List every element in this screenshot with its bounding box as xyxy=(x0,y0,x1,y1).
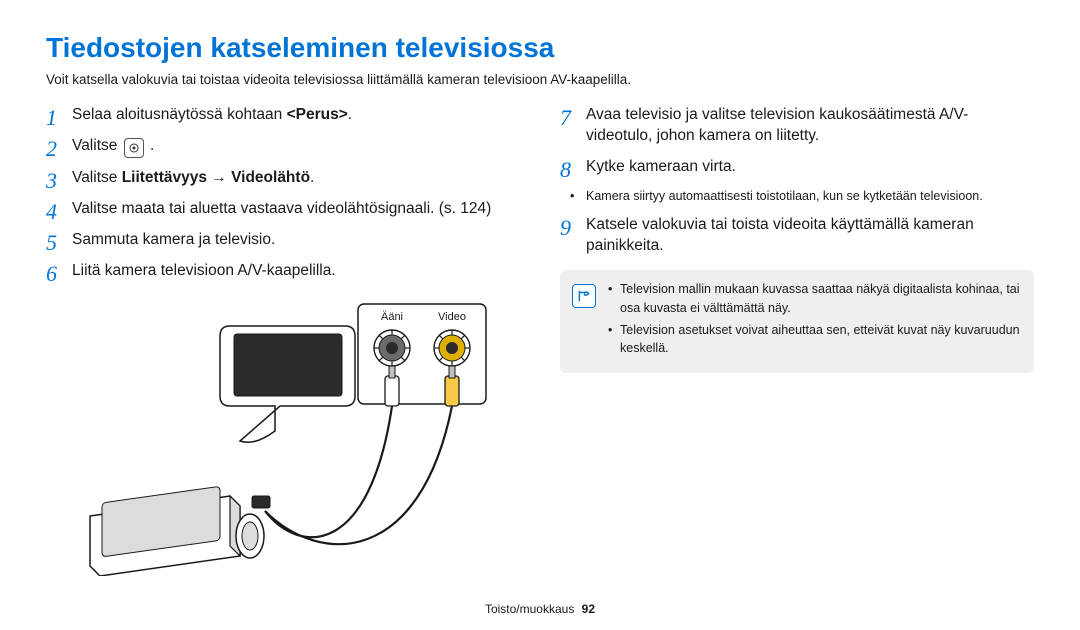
step-bold: <Perus> xyxy=(287,106,348,123)
step-item: Kytke kameraan virta. xyxy=(560,157,1034,178)
step-bold: Liitettävyys → Videolähtö xyxy=(122,169,310,186)
step-item: Valitse maata tai aluetta vastaava video… xyxy=(46,199,520,220)
left-column: Selaa aloitusnäytössä kohtaan <Perus>. Va… xyxy=(46,105,520,581)
page-title: Tiedostojen katseleminen televisiossa xyxy=(46,32,1034,64)
audio-label: Ääni xyxy=(381,311,403,323)
footer-section: Toisto/muokkaus xyxy=(485,602,574,616)
page-footer: Toisto/muokkaus 92 xyxy=(0,602,1080,616)
settings-icon xyxy=(124,138,144,158)
note-list: Television mallin mukaan kuvassa saattaa… xyxy=(608,280,1020,361)
note-box: Television mallin mukaan kuvassa saattaa… xyxy=(560,270,1034,373)
connection-diagram: Ääni Video xyxy=(46,296,520,581)
step-item: Avaa televisio ja valitse television kau… xyxy=(560,105,1034,147)
step-item: Katsele valokuvia tai toista videoita kä… xyxy=(560,215,1034,257)
video-label: Video xyxy=(438,311,466,323)
step-item: Sammuta kamera ja televisio. xyxy=(46,230,520,251)
step-item: Selaa aloitusnäytössä kohtaan <Perus>. xyxy=(46,105,520,126)
step-sub-bullet: Kamera siirtyy automaattisesti toistotil… xyxy=(560,188,1034,205)
note-icon xyxy=(572,284,596,308)
footer-page: 92 xyxy=(582,602,595,616)
right-column: Avaa televisio ja valitse television kau… xyxy=(560,105,1034,581)
content-columns: Selaa aloitusnäytössä kohtaan <Perus>. Va… xyxy=(46,105,1034,581)
page-subtitle: Voit katsella valokuvia tai toistaa vide… xyxy=(46,72,1034,87)
note-item: Television mallin mukaan kuvassa saattaa… xyxy=(608,280,1020,316)
step-item: Liitä kamera televisioon A/V-kaapelilla. xyxy=(46,261,520,282)
right-steps: Avaa televisio ja valitse television kau… xyxy=(560,105,1034,256)
step-item: Valitse Liitettävyys → Videolähtö. xyxy=(46,168,520,189)
step-item: Valitse . xyxy=(46,136,520,158)
left-steps: Selaa aloitusnäytössä kohtaan <Perus>. Va… xyxy=(46,105,520,282)
note-item: Television asetukset voivat aiheuttaa se… xyxy=(608,321,1020,357)
